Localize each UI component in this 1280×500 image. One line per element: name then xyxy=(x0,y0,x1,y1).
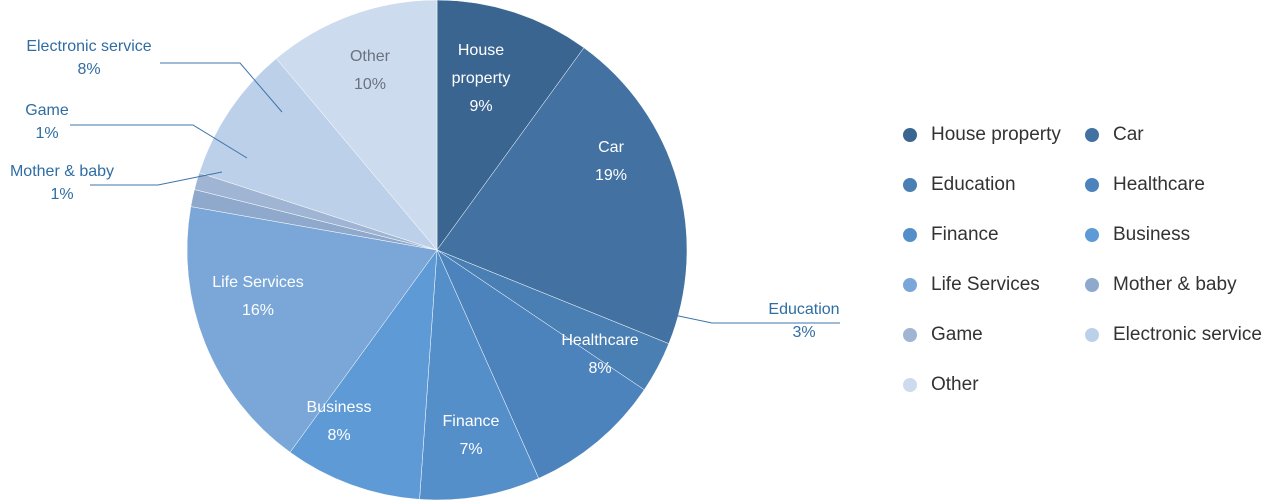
legend-label: House property xyxy=(931,124,1061,145)
legend-swatch xyxy=(1085,328,1099,342)
pie-slices xyxy=(186,0,688,500)
callout-label-game: Game 1% xyxy=(25,102,69,142)
callout-label-education: Education 3% xyxy=(768,301,839,341)
slice-label-other: Other 10% xyxy=(350,48,391,93)
legend-swatch xyxy=(1085,228,1099,242)
legend-swatch xyxy=(903,178,917,192)
callout-label-electronic-service: Electronic service 8% xyxy=(26,38,151,78)
callout-label-mother-and-baby: Mother & baby 1% xyxy=(10,163,114,203)
slice-label-finance: Finance 7% xyxy=(443,413,500,458)
legend-label: Car xyxy=(1113,124,1144,145)
pie-slice-healthcare xyxy=(436,249,645,479)
legend-label: Mother & baby xyxy=(1113,274,1237,295)
legend-item-game: Game xyxy=(903,310,1085,360)
legend-item-healthcare: Healthcare xyxy=(1085,160,1273,210)
legend-swatch xyxy=(903,228,917,242)
legend-swatch xyxy=(1085,278,1099,292)
legend-item-house-property: House property xyxy=(903,110,1085,160)
pie-slice-other xyxy=(275,0,438,251)
pie-slice-car xyxy=(436,47,688,344)
slice-label-car: Car 19% xyxy=(595,139,627,184)
legend-swatch xyxy=(903,278,917,292)
legend-label: Game xyxy=(931,324,983,345)
legend: House property Car Education Healthcare Fina… xyxy=(903,110,1273,410)
slice-label-life-services: Life Services 16% xyxy=(212,274,304,319)
legend-swatch xyxy=(903,378,917,392)
pie-slice-life-services xyxy=(186,206,438,453)
legend-item-life-services: Life Services xyxy=(903,260,1085,310)
pie-slice-electronic-service xyxy=(198,58,438,251)
legend-swatch xyxy=(1085,178,1099,192)
legend-swatch xyxy=(1085,128,1099,142)
legend-label: Education xyxy=(931,174,1016,195)
slice-label-healthcare: Healthcare 8% xyxy=(561,332,638,377)
legend-item-business: Business xyxy=(1085,210,1273,260)
pie-slice-house-property xyxy=(436,0,585,251)
legend-label: Finance xyxy=(931,224,999,245)
legend-item-other: Other xyxy=(903,360,1085,410)
slice-labels: House property 9% Car 19% Education 3% Healthca… xyxy=(10,38,840,458)
legend-item-education: Education xyxy=(903,160,1085,210)
slice-label-house-property: House property 9% xyxy=(452,42,511,115)
slice-label-business: Business 8% xyxy=(307,399,372,444)
leader-line-electronic-service xyxy=(160,62,283,113)
legend-swatch xyxy=(903,128,917,142)
callout-leader-lines xyxy=(70,62,840,324)
legend-item-car: Car xyxy=(1085,110,1273,160)
legend-label: Electronic service xyxy=(1113,324,1262,345)
legend-label: Life Services xyxy=(931,274,1040,295)
legend-swatch xyxy=(903,328,917,342)
legend-label: Other xyxy=(931,374,979,395)
leader-line-game xyxy=(70,124,248,159)
legend-label: Healthcare xyxy=(1113,174,1205,195)
pie-slice-business xyxy=(289,249,438,500)
legend-label: Business xyxy=(1113,224,1191,245)
legend-item-finance: Finance xyxy=(903,210,1085,260)
legend-item-electronic-service: Electronic service xyxy=(1085,310,1273,360)
leader-line-education xyxy=(649,309,840,324)
leader-line-mother-and-baby xyxy=(90,171,223,186)
legend-item-mother-and-baby: Mother & baby xyxy=(1085,260,1273,310)
